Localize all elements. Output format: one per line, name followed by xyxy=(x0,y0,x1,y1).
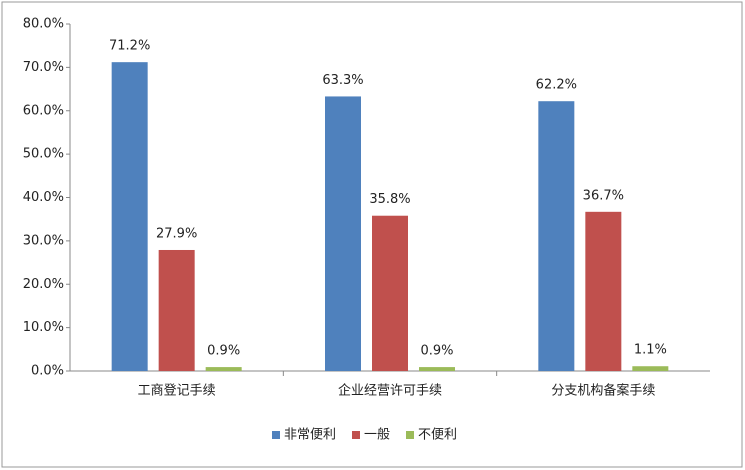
legend-swatch xyxy=(352,431,360,439)
y-tick-label: 30.0% xyxy=(23,233,64,248)
value-label: 1.1% xyxy=(634,343,667,358)
y-tick-label: 10.0% xyxy=(23,320,64,335)
bar xyxy=(205,367,242,371)
value-label: 27.9% xyxy=(156,226,197,241)
y-tick-label: 50.0% xyxy=(23,147,64,162)
value-label: 71.2% xyxy=(109,39,150,54)
y-tick-label: 0.0% xyxy=(31,364,64,379)
value-label: 62.2% xyxy=(536,78,577,93)
value-label: 0.9% xyxy=(420,344,453,359)
x-tick-label: 工商登记手续 xyxy=(138,384,216,399)
legend-swatch xyxy=(406,431,414,439)
legend-label: 一般 xyxy=(364,427,390,443)
value-label: 0.9% xyxy=(207,344,240,359)
bar xyxy=(632,366,669,371)
bar xyxy=(419,367,455,371)
bar xyxy=(158,249,195,371)
legend-label: 不便利 xyxy=(418,428,457,443)
bar xyxy=(325,96,361,371)
bar xyxy=(111,62,148,372)
bar xyxy=(372,215,408,371)
value-label: 63.3% xyxy=(322,73,363,88)
y-tick-label: 20.0% xyxy=(23,277,64,292)
x-tick-label: 分支机构备案手续 xyxy=(551,383,655,399)
value-label: 35.8% xyxy=(369,192,410,207)
y-tick-label: 70.0% xyxy=(23,60,64,75)
legend-swatch xyxy=(272,431,280,439)
bar xyxy=(585,211,622,371)
x-tick-label: 企业经营许可手续 xyxy=(338,383,442,399)
y-tick-label: 60.0% xyxy=(23,103,64,118)
legend-label: 非常便利 xyxy=(284,428,336,443)
y-tick-label: 80.0% xyxy=(23,17,64,32)
value-label: 36.7% xyxy=(583,188,624,203)
y-tick-label: 40.0% xyxy=(23,190,64,205)
bar xyxy=(538,101,575,372)
